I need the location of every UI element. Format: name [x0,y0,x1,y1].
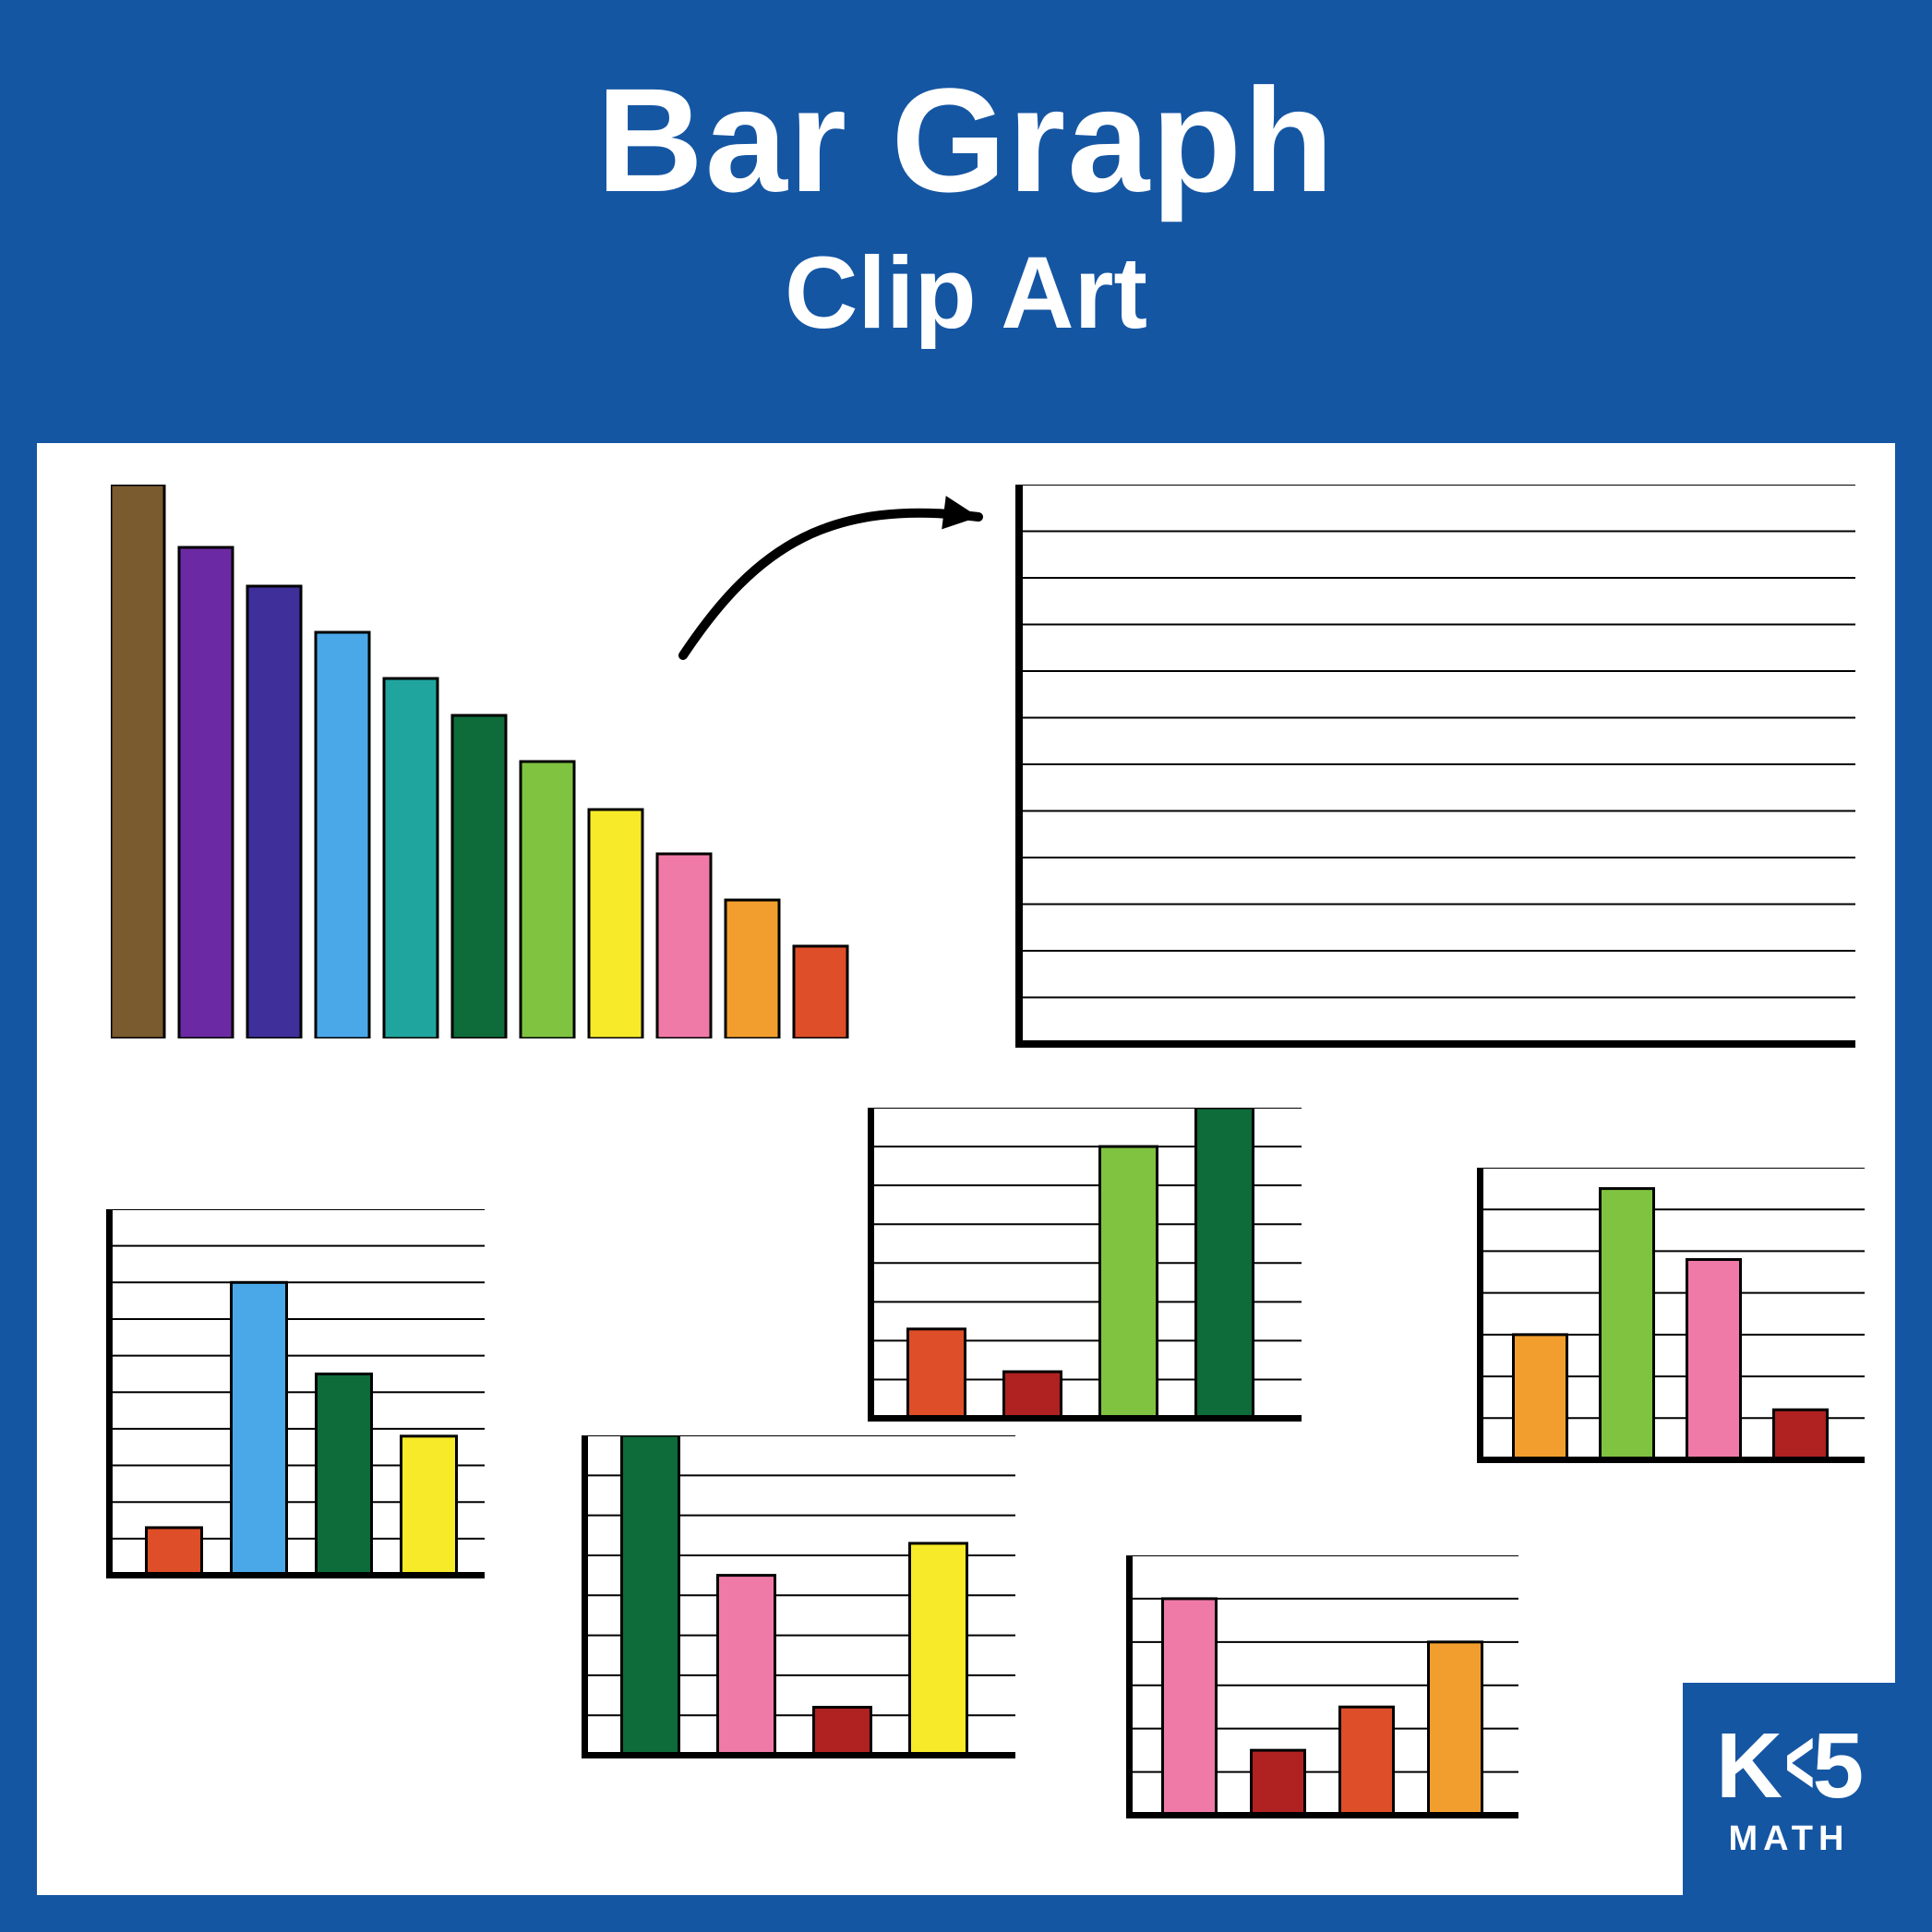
mini-chart-4-bar-0 [1163,1599,1217,1816]
mini-chart-1-bar-0 [147,1528,202,1576]
logo-text-top: K<5 [1716,1720,1862,1812]
mini-chart-3-bar-2 [1100,1146,1158,1418]
logo-k: K [1716,1714,1781,1818]
stair-bar-9 [726,900,779,1038]
content-panel: K<5 MATH [37,443,1895,1895]
mini-chart-2 [582,1435,1015,1758]
mini-chart-5-bar-1 [1601,1189,1654,1460]
mini-chart-4-bar-2 [1340,1707,1394,1815]
mini-chart-5-bar-2 [1687,1259,1741,1459]
mini-chart-5-bar-0 [1514,1335,1567,1460]
mini-chart-1-bar-1 [232,1282,287,1575]
mini-chart-3-bar-3 [1196,1108,1254,1419]
stair-bar-6 [521,762,574,1038]
mini-chart-4 [1126,1555,1518,1818]
stair-bars-chart [111,485,868,1038]
stair-bar-8 [657,854,711,1038]
mini-chart-2-bar-2 [814,1708,871,1756]
mini-chart-2-bar-1 [718,1576,775,1756]
stair-bar-0 [111,485,164,1038]
page-root: Bar Graph Clip Art K<5 MATH [0,0,1932,1932]
logo-text-bottom: MATH [1729,1819,1850,1859]
stair-bar-4 [384,678,438,1038]
stair-bar-5 [452,715,506,1038]
mini-chart-3 [868,1108,1302,1422]
page-title: Bar Graph [0,55,1932,225]
blank-grid [1015,485,1855,1048]
stair-bar-3 [316,632,369,1038]
mini-chart-1-bar-2 [317,1374,372,1575]
mini-chart-4-bar-3 [1429,1642,1482,1816]
stair-bar-7 [589,810,642,1038]
mini-chart-2-bar-0 [622,1435,679,1756]
mini-chart-5 [1477,1168,1865,1463]
stair-bar-10 [794,946,847,1038]
mini-chart-3-bar-1 [1004,1372,1062,1418]
mini-chart-5-bar-3 [1774,1410,1828,1459]
page-subtitle: Clip Art [0,234,1932,352]
logo-badge: K<5 MATH [1683,1683,1895,1895]
mini-chart-4-bar-1 [1252,1750,1305,1815]
mini-chart-3-bar-0 [908,1329,966,1419]
mini-chart-1 [106,1209,485,1578]
logo-arrow-icon: < [1785,1716,1814,1808]
stair-bar-1 [179,547,233,1038]
logo-5: 5 [1813,1714,1863,1818]
mini-chart-2-bar-3 [910,1543,967,1756]
header: Bar Graph Clip Art [0,0,1932,352]
mini-chart-1-bar-3 [402,1436,457,1576]
stair-bar-2 [247,586,301,1038]
